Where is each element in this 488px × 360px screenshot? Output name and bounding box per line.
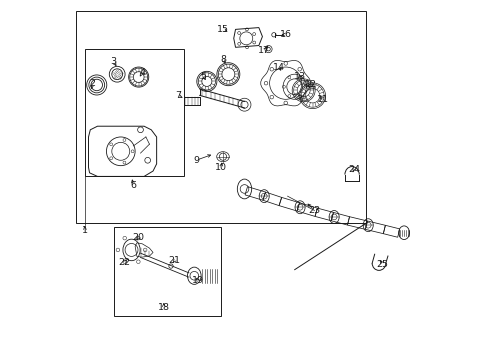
Text: 16: 16 [279,30,291,39]
Text: 8: 8 [220,55,225,64]
Text: 20: 20 [132,233,144,242]
Text: 7: 7 [175,91,181,100]
Text: 12: 12 [304,81,316,90]
Text: 23: 23 [308,206,320,215]
Text: 13: 13 [293,72,305,81]
Text: 14: 14 [272,63,284,72]
Text: 21: 21 [168,256,180,265]
Text: 24: 24 [347,165,359,174]
Text: 10: 10 [215,163,227,172]
Text: 17: 17 [258,46,270,55]
Text: 22: 22 [118,258,130,267]
Text: 6: 6 [130,181,136,190]
Text: 19: 19 [191,276,203,285]
Text: 18: 18 [158,303,169,312]
Text: 9: 9 [193,156,199,165]
Text: 2: 2 [89,79,95,88]
Text: 5: 5 [200,72,206,81]
Text: 11: 11 [317,95,329,104]
Text: 3: 3 [110,57,117,66]
Text: 4: 4 [139,68,145,77]
Text: 15: 15 [217,25,228,34]
Text: 25: 25 [376,260,388,269]
Text: 1: 1 [82,226,88,235]
